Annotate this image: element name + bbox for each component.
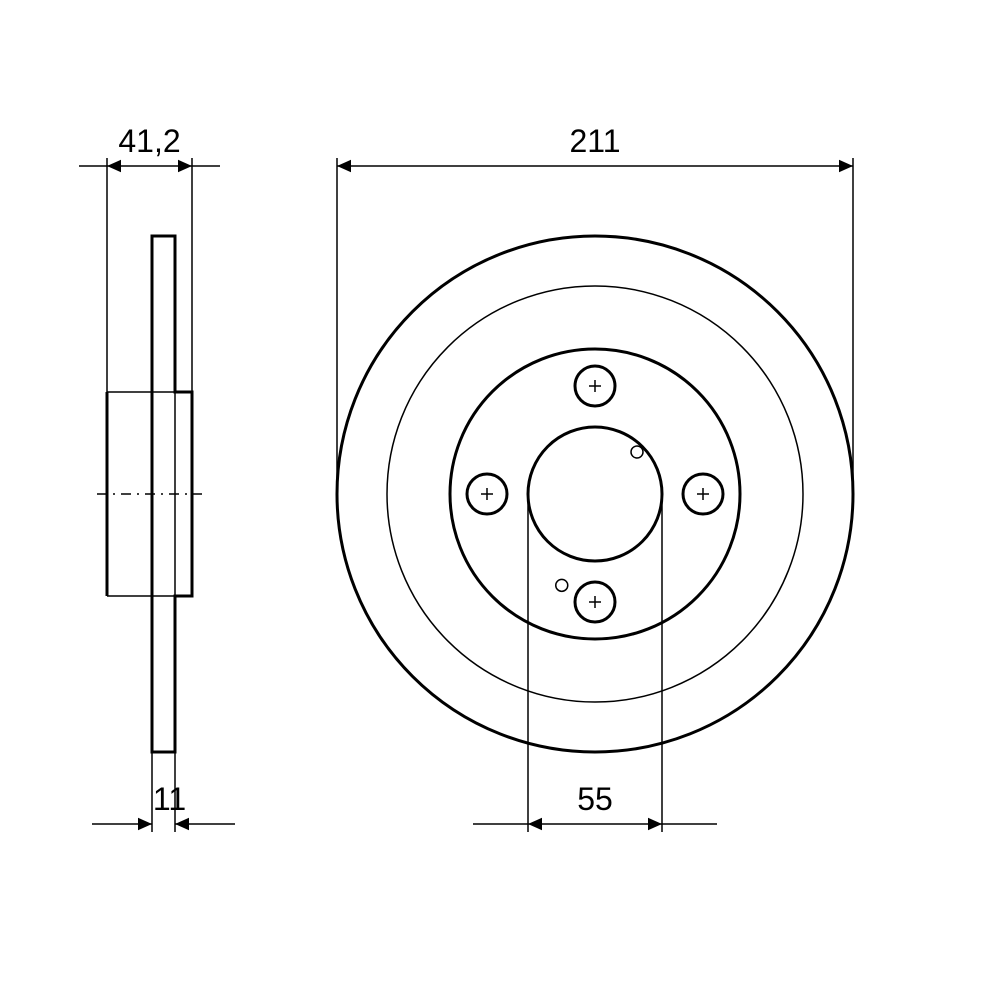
locating-hole — [631, 446, 643, 458]
dim-label-outer-dia: 211 — [569, 123, 620, 159]
center-bore — [528, 427, 662, 561]
locating-hole — [556, 579, 568, 591]
dim-label-overall-width: 41,2 — [118, 123, 180, 159]
disc-outer — [337, 236, 853, 752]
dim-label-thickness: 11 — [153, 781, 186, 817]
hub-plate — [450, 349, 740, 639]
dim-label-center-bore: 55 — [577, 781, 613, 817]
